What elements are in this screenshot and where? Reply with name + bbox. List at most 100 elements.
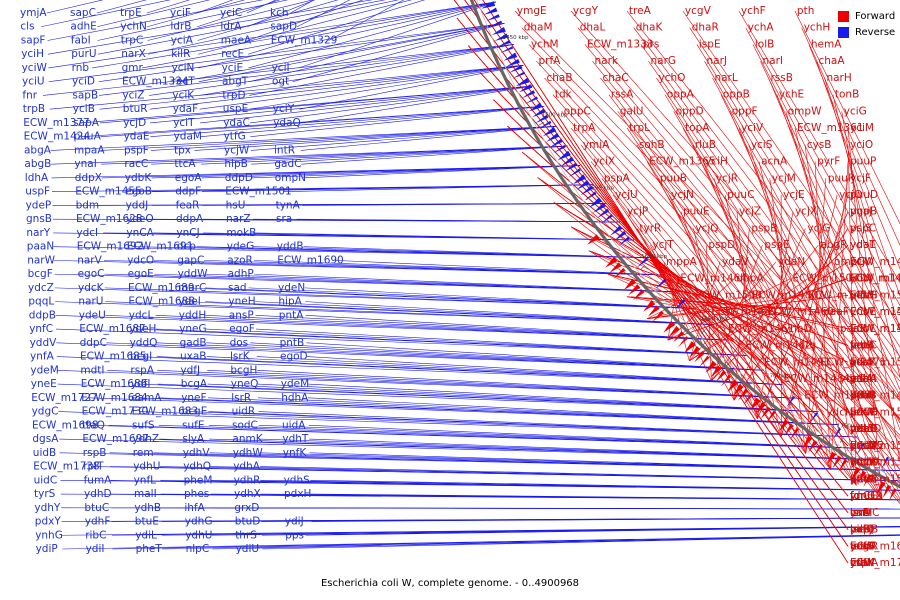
- gene-label-forward[interactable]: trg: [801, 340, 816, 352]
- gene-label-reverse[interactable]: lsrR: [231, 392, 251, 404]
- gene-label-forward[interactable]: ECW_m1484: [784, 373, 851, 385]
- gene-label-forward[interactable]: ymgE: [517, 5, 547, 17]
- gene-label-reverse[interactable]: paaN: [27, 241, 54, 253]
- gene-label-reverse[interactable]: kilR: [171, 48, 190, 60]
- gene-label-forward[interactable]: ychE: [779, 89, 804, 101]
- gene-label-reverse[interactable]: ydcK: [78, 282, 105, 294]
- gene-label-reverse[interactable]: ECW_m1455: [75, 186, 142, 198]
- gene-label-reverse[interactable]: yciU: [22, 76, 45, 88]
- gene-label-reverse[interactable]: thrS: [235, 529, 257, 541]
- gene-label-reverse[interactable]: ECW_m1688: [128, 296, 195, 308]
- gene-label-reverse[interactable]: yciZ: [122, 89, 144, 101]
- gene-label-reverse[interactable]: recT: [172, 76, 195, 88]
- gene-label-reverse[interactable]: sodC: [232, 419, 258, 431]
- gene-label-reverse[interactable]: ECW_m1738: [33, 461, 100, 473]
- gene-label-forward[interactable]: ECW_m1491: [764, 356, 831, 368]
- gene-label-forward[interactable]: ECW_m1480: [751, 289, 818, 301]
- gene-label-reverse[interactable]: sapF: [21, 34, 46, 46]
- gene-label-forward[interactable]: paaE: [850, 423, 876, 435]
- gene-label-forward[interactable]: pspA: [604, 172, 631, 184]
- gene-label-forward[interactable]: ycjE: [783, 189, 805, 201]
- gene-label-forward[interactable]: paaX: [840, 323, 867, 335]
- gene-label-reverse[interactable]: yneF: [181, 392, 206, 404]
- gene-label-forward[interactable]: ycjF: [850, 172, 871, 184]
- gene-label-forward[interactable]: dhaL: [580, 22, 606, 34]
- gene-label-reverse[interactable]: ompN: [275, 172, 306, 184]
- gene-label-reverse[interactable]: egoF: [229, 323, 255, 335]
- gene-label-forward[interactable]: pspE: [764, 239, 789, 251]
- gene-label-reverse[interactable]: yddQ: [130, 337, 158, 349]
- gene-label-reverse[interactable]: ynCJ: [176, 227, 199, 239]
- gene-label-reverse[interactable]: ydeM: [30, 364, 58, 376]
- gene-label-reverse[interactable]: lsrK: [230, 351, 251, 363]
- gene-label-reverse[interactable]: mokB: [226, 227, 256, 239]
- gene-label-reverse[interactable]: kch: [270, 7, 289, 19]
- gene-label-reverse[interactable]: ECW_m1684: [81, 392, 148, 404]
- gene-label-reverse[interactable]: fnr: [22, 89, 37, 101]
- gene-label-forward[interactable]: rssA: [611, 89, 634, 101]
- gene-label-reverse[interactable]: ECW_m1686: [81, 378, 148, 390]
- gene-label-reverse[interactable]: uidA: [282, 419, 306, 431]
- gene-label-forward[interactable]: lsrB: [850, 524, 870, 536]
- gene-label-forward[interactable]: nhoA: [850, 473, 878, 485]
- gene-label-reverse[interactable]: mdtI: [80, 364, 104, 376]
- gene-label-reverse[interactable]: egoD: [280, 351, 308, 363]
- gene-label-forward[interactable]: ydfG: [850, 540, 875, 552]
- gene-label-reverse[interactable]: ydhD: [84, 488, 112, 500]
- gene-label-forward[interactable]: ycjX: [795, 206, 817, 218]
- gene-label-reverse[interactable]: ydhS: [284, 474, 311, 486]
- gene-label-reverse[interactable]: ydhU: [133, 461, 160, 473]
- gene-label-reverse[interactable]: ECW_m1697: [82, 433, 149, 445]
- gene-label-forward[interactable]: feaB: [850, 340, 874, 352]
- gene-label-forward[interactable]: ycjG: [807, 222, 830, 234]
- gene-label-forward[interactable]: pinQ: [850, 524, 875, 536]
- gene-label-forward[interactable]: ECW_m1490: [848, 273, 900, 285]
- gene-label-reverse[interactable]: ynfA: [30, 351, 55, 363]
- gene-label-reverse[interactable]: narU: [78, 296, 103, 308]
- gene-label-forward[interactable]: ydcR: [850, 390, 876, 402]
- gene-label-reverse[interactable]: tynA: [276, 199, 301, 211]
- gene-label-reverse[interactable]: ynhG: [35, 529, 63, 541]
- gene-label-reverse[interactable]: ynfK: [283, 447, 308, 459]
- gene-label-forward[interactable]: ychA: [748, 22, 775, 34]
- gene-label-forward[interactable]: ynCG: [850, 490, 878, 502]
- gene-label-reverse[interactable]: pdxH: [284, 488, 311, 500]
- gene-label-forward[interactable]: ydaV: [722, 256, 749, 268]
- gene-label-forward[interactable]: ydcL: [850, 356, 875, 368]
- gene-label-reverse[interactable]: hsU: [226, 199, 246, 211]
- gene-label-forward[interactable]: dhaM: [524, 22, 553, 34]
- gene-label-reverse[interactable]: uspE: [223, 103, 248, 115]
- gene-label-forward[interactable]: mppA: [666, 256, 698, 268]
- gene-label-reverse[interactable]: ECW_m1689: [128, 282, 195, 294]
- gene-label-reverse[interactable]: ddpB: [29, 309, 56, 321]
- gene-label-reverse[interactable]: dos: [230, 337, 249, 349]
- gene-label-reverse[interactable]: ydhF: [85, 516, 111, 528]
- gene-label-forward[interactable]: ECW_m1461: [728, 323, 795, 335]
- gene-label-forward[interactable]: fdnI: [850, 490, 870, 502]
- gene-label-forward[interactable]: lsrA: [850, 507, 871, 519]
- gene-label-forward[interactable]: chaC: [602, 72, 628, 84]
- gene-label-reverse[interactable]: uidB: [33, 447, 56, 459]
- gene-label-forward[interactable]: ECW_m1587: [850, 473, 900, 485]
- gene-label-forward[interactable]: ydbC: [850, 340, 877, 352]
- gene-label-reverse[interactable]: uidC: [34, 474, 58, 486]
- gene-label-reverse[interactable]: gnsB: [26, 213, 52, 225]
- gene-label-reverse[interactable]: ECW_m1727: [31, 392, 98, 404]
- gene-label-reverse[interactable]: yneE: [31, 378, 57, 390]
- gene-label-forward[interactable]: ydcX: [850, 457, 876, 469]
- gene-label-reverse[interactable]: pqqL: [28, 296, 54, 308]
- gene-label-reverse[interactable]: ttaQ: [82, 419, 105, 431]
- gene-label-reverse[interactable]: gapC: [177, 254, 204, 266]
- gene-label-reverse[interactable]: yddW: [178, 268, 209, 280]
- gene-label-reverse[interactable]: yciA: [171, 34, 194, 46]
- gene-label-reverse[interactable]: cls: [20, 21, 34, 33]
- gene-label-reverse[interactable]: ydhG: [185, 516, 213, 528]
- gene-label-reverse[interactable]: ECW_m1377: [23, 117, 90, 129]
- gene-label-forward[interactable]: pspB: [751, 222, 777, 234]
- gene-label-reverse[interactable]: rnb: [72, 62, 90, 74]
- gene-label-reverse[interactable]: ydiL: [135, 529, 157, 541]
- gene-label-forward[interactable]: ECW_m1483: [850, 323, 900, 335]
- gene-label-reverse[interactable]: ydhV: [183, 447, 211, 459]
- gene-label-reverse[interactable]: ydhR: [234, 474, 261, 486]
- gene-label-forward[interactable]: ECW_m1704: [850, 557, 900, 569]
